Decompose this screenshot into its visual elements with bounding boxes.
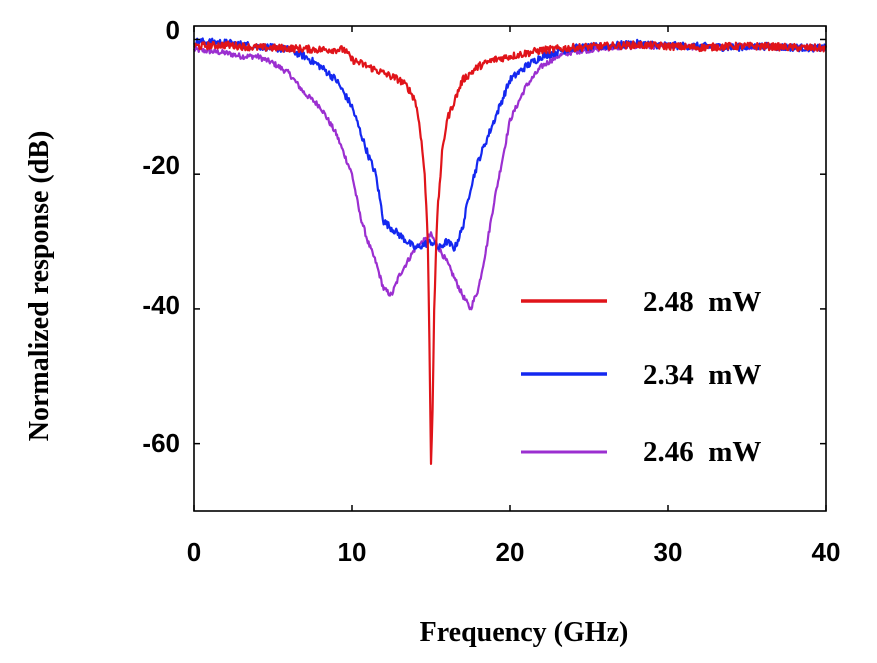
y-tick-label: -60: [142, 428, 180, 458]
ticks-layer: [193, 26, 827, 511]
x-tick-label: 30: [654, 537, 683, 567]
y-tick-label: -20: [142, 150, 180, 180]
plot-area: [194, 26, 826, 511]
x-tick-label: 40: [812, 537, 841, 567]
y-axis-title: Normalized response (dB): [24, 131, 55, 442]
legend-label: 2.46 mW: [643, 436, 761, 468]
y-tick-label: -40: [142, 290, 180, 320]
series-layer: [192, 37, 828, 465]
series-line-2.48mW: [193, 40, 828, 465]
legend: 2.48 mW 2.34 mW 2.46 mW: [521, 286, 761, 468]
x-tick-label: 10: [338, 537, 367, 567]
x-tick-label: 20: [496, 537, 525, 567]
y-tick-label: 0: [166, 15, 180, 45]
legend-label: 2.34 mW: [643, 359, 761, 391]
legend-label: 2.48 mW: [643, 286, 761, 318]
x-tick-label: 0: [187, 537, 201, 567]
x-axis-title: Frequency (GHz): [420, 617, 629, 648]
